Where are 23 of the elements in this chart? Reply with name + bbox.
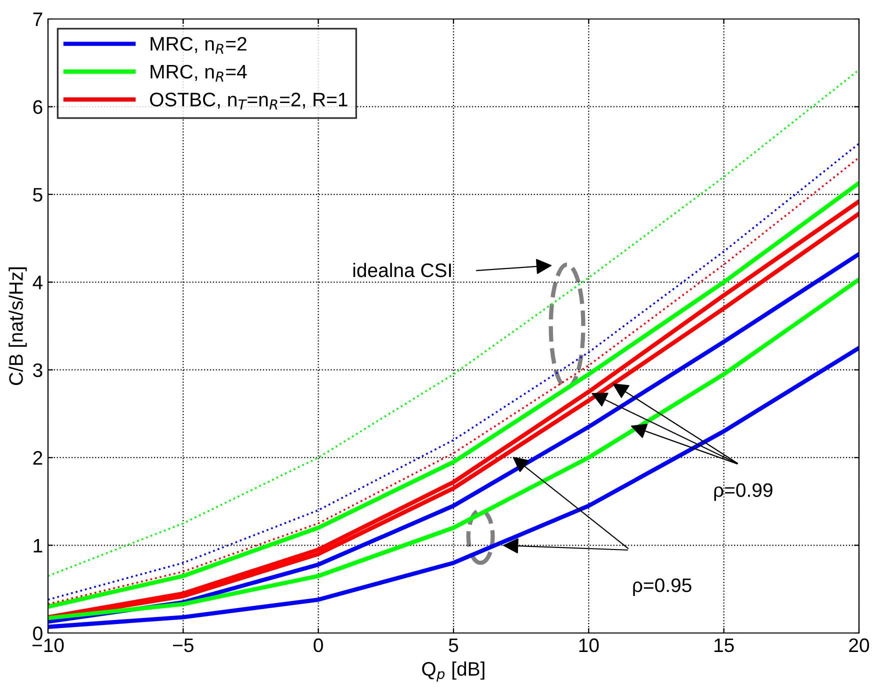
annotation: idealna CSI: [353, 262, 451, 278]
x-tick-label: 5: [448, 638, 458, 652]
legend-label: MRC, n$_{R}$=2: [150, 36, 246, 54]
x-tick-label: 15: [714, 638, 734, 652]
y-tick-label: 1: [34, 538, 42, 552]
y-tick-label: 2: [33, 451, 42, 465]
y-axis-title: C/B [nat/s/Hz]: [8, 267, 27, 385]
y-tick-label: 0: [33, 626, 42, 640]
x-tick-label: 0: [314, 638, 323, 652]
y-tick-label: 7: [33, 12, 42, 26]
annotation: ρ=0.99: [714, 483, 772, 501]
y-tick-label: 6: [33, 100, 42, 114]
x-tick-label: −10: [32, 638, 64, 652]
x-tick-label: 20: [849, 638, 870, 652]
x-tick-label: −5: [173, 638, 194, 652]
annotation: ρ=0.95: [633, 578, 692, 596]
y-tick-label: 4: [32, 276, 43, 290]
x-axis-title: Q$_{p}$ [dB]: [422, 662, 484, 682]
y-tick-label: 3: [33, 363, 42, 378]
legend-label: OSTBC, n$_{T}$=n$_{R}$=2, R=1: [150, 92, 348, 110]
x-tick-label: 10: [579, 638, 599, 652]
legend-label: MRC, n$_{R}$=4: [150, 64, 247, 82]
y-tick-label: 5: [33, 188, 42, 202]
